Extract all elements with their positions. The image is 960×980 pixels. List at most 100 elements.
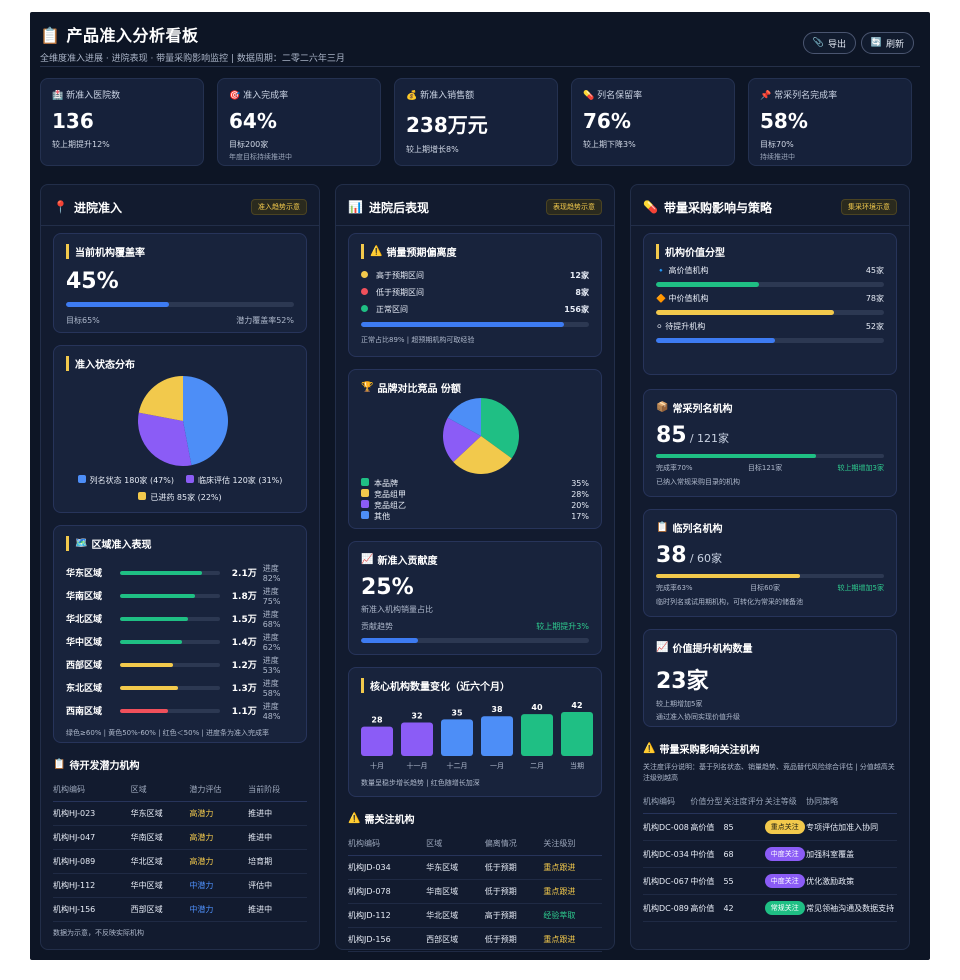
- table-row[interactable]: 机构DC-034 中价值 68 中度关注 加强科室覆盖: [643, 840, 897, 868]
- region-value: 1.8万: [231, 592, 257, 602]
- coverage-card: 当前机构覆盖率 45% 目标65% 潜力覆盖率52%: [53, 233, 307, 333]
- table-row[interactable]: 机构DC-008 高价值 85 重点关注 专项评估加准入协同: [643, 813, 897, 841]
- region-value: 1.2万: [231, 661, 257, 671]
- tier-bar-fill: [656, 282, 759, 287]
- table-cell: 西部区域: [426, 927, 485, 952]
- deviation-item: 正常区间 156家: [361, 301, 589, 318]
- temp-rate: 完成率63%: [656, 584, 693, 592]
- table-cell: 常规关注: [764, 894, 807, 922]
- dashboard-frame: 📋 产品准入分析看板 全维度准入进展 · 进院表现 · 带量采购影响监控 | 数…: [30, 12, 930, 960]
- table-cell: 55: [723, 867, 765, 895]
- kpi-sub-note: 年度目标持续推进中: [229, 153, 292, 161]
- region-value: 2.1万: [231, 569, 257, 579]
- region-progress: 进度62%: [262, 632, 281, 652]
- table-cell: 机构DC-067: [643, 867, 691, 895]
- bar: [561, 712, 593, 756]
- table-cell: 华南区域: [130, 825, 190, 850]
- contribution-desc: 新准入机构销量占比: [361, 605, 433, 614]
- table-cell: 42: [723, 894, 765, 922]
- section-title: ⚠️ 需关注机构: [348, 813, 415, 826]
- table-cell: 机构HJ-089: [53, 849, 131, 874]
- table-header: 关注度评分: [723, 790, 765, 814]
- level-chip: 中度关注: [764, 847, 805, 861]
- table-row[interactable]: 机构HJ-112 华中区域 中潜力 评估中: [53, 873, 307, 898]
- bar: [441, 719, 473, 756]
- bar-chart-icon: 📊: [348, 200, 363, 214]
- page-subtitle: 全维度准入进展 · 进院表现 · 带量采购影响监控 | 数据周期：二零二六年三月: [40, 54, 345, 64]
- region-row: 华东区域 2.1万 进度82%: [66, 561, 294, 584]
- regular-value: 85: [656, 423, 687, 448]
- clipboard-icon: 📋: [53, 759, 66, 770]
- table-row[interactable]: 机构HJ-156 西部区域 中潜力 推进中: [53, 897, 307, 922]
- kpi-value: 58%: [760, 109, 808, 133]
- export-button[interactable]: 📎 导出: [802, 32, 856, 54]
- table-cell: 华东区域: [426, 855, 485, 880]
- table-row[interactable]: 机构JD-156 西部区域 低于预期 重点跟进: [348, 927, 602, 952]
- table-cell: 专项评估加准入协同: [806, 813, 897, 841]
- table-cell: 机构DC-089: [643, 894, 691, 922]
- pill-icon: 💊: [643, 200, 658, 214]
- vbp-table: 机构编码 价值分型 关注度评分 关注等级 协同策略 机构DC-008 高价值 85 重点关注 专项…: [643, 790, 897, 922]
- legend-swatch: [186, 475, 194, 483]
- target-icon: 🎯: [229, 91, 244, 101]
- region-value: 1.5万: [231, 615, 257, 625]
- table-row[interactable]: 机构DC-067 中价值 55 中度关注 优化激励政策: [643, 867, 897, 895]
- table-row[interactable]: 机构DC-089 高价值 42 常规关注 常见领袖沟通及数据支持: [643, 894, 897, 922]
- bar-category-label: 二月: [530, 762, 544, 770]
- status-pie-chart: [138, 376, 228, 466]
- table-header: 机构编码: [348, 832, 427, 856]
- table-row[interactable]: 机构HJ-047 华南区域 高潜力 推进中: [53, 825, 307, 850]
- temp-target: 目标60家: [750, 584, 780, 592]
- region-bar: [119, 708, 220, 713]
- kpi-sub: 较上期下降3%: [583, 140, 636, 149]
- potential-note: 数据为示意，不反映实际机构: [53, 929, 144, 937]
- table-row[interactable]: 机构JD-034 华东区域 低于预期 重点跟进: [348, 855, 602, 880]
- region-bar: [119, 639, 220, 644]
- tier-item: 🔹 高价值机构 45家: [656, 266, 884, 275]
- pie-slice: [443, 417, 481, 463]
- kpi-sub: 目标200家: [229, 140, 269, 149]
- table-cell: 华北区域: [426, 903, 485, 928]
- table-cell: 高于预期: [484, 903, 544, 928]
- column-header: 💊 带量采购影响与策略 集采环境示意: [643, 197, 897, 217]
- column-divider: [41, 225, 319, 226]
- pie-slice: [447, 398, 481, 436]
- table-cell: 华北区域: [130, 849, 190, 874]
- region-progress: 进度58%: [262, 678, 281, 698]
- pin-icon: 📍: [53, 200, 68, 214]
- status-dot: [361, 305, 368, 312]
- page-header: 📋 产品准入分析看板 全维度准入进展 · 进院表现 · 带量采购影响监控 | 数…: [40, 22, 920, 64]
- table-cell: 中潜力: [189, 897, 249, 922]
- legend-item: 已进药 85家 (22%): [138, 489, 222, 506]
- contribution-trend-value: 较上期提升3%: [536, 622, 589, 631]
- table-cell: 低于预期: [484, 855, 544, 880]
- white-circle-icon: ⚪: [656, 322, 666, 331]
- legend-swatch: [77, 475, 86, 483]
- table-cell: 中价值: [690, 867, 724, 895]
- legend-swatch: [138, 492, 147, 500]
- bar: [361, 726, 393, 756]
- refresh-button[interactable]: 🔄 刷新: [860, 32, 914, 54]
- level-chip: 重点关注: [764, 820, 805, 834]
- contribution-bar-fill: [361, 638, 418, 643]
- bar: [481, 716, 513, 756]
- table-header: 关注级别: [543, 832, 602, 856]
- region-bar-fill: [119, 570, 202, 575]
- warning-icon: ⚠️: [643, 743, 656, 754]
- column-admission: 📍 进院准入 准入趋势示意 当前机构覆盖率 45% 目标65% 潜力覆盖率52% 准入…: [40, 184, 320, 950]
- region-bar-fill: [119, 708, 168, 713]
- legend-swatch: [361, 478, 369, 486]
- column-header: 📍 进院准入 准入趋势示意: [53, 197, 307, 217]
- card-title: 当前机构覆盖率: [66, 244, 294, 259]
- table-row[interactable]: 机构JD-112 华北区域 高于预期 经验萃取: [348, 903, 602, 928]
- table-cell: 低于预期: [484, 927, 544, 952]
- table-row[interactable]: 机构JD-078 华南区域 低于预期 重点跟进: [348, 879, 602, 904]
- coverage-potential: 潜力覆盖率52%: [236, 316, 294, 325]
- region-value: 1.1万: [231, 707, 257, 717]
- contribution-value: 25%: [361, 575, 414, 600]
- blue-diamond-icon: 🔹: [656, 266, 669, 275]
- table-row[interactable]: 机构HJ-023 华东区域 高潜力 推进中: [53, 801, 307, 826]
- table-row[interactable]: 机构HJ-089 华北区域 高潜力 培育期: [53, 849, 307, 874]
- region-progress: 进度75%: [262, 586, 281, 606]
- tier-bar-fill: [656, 338, 775, 343]
